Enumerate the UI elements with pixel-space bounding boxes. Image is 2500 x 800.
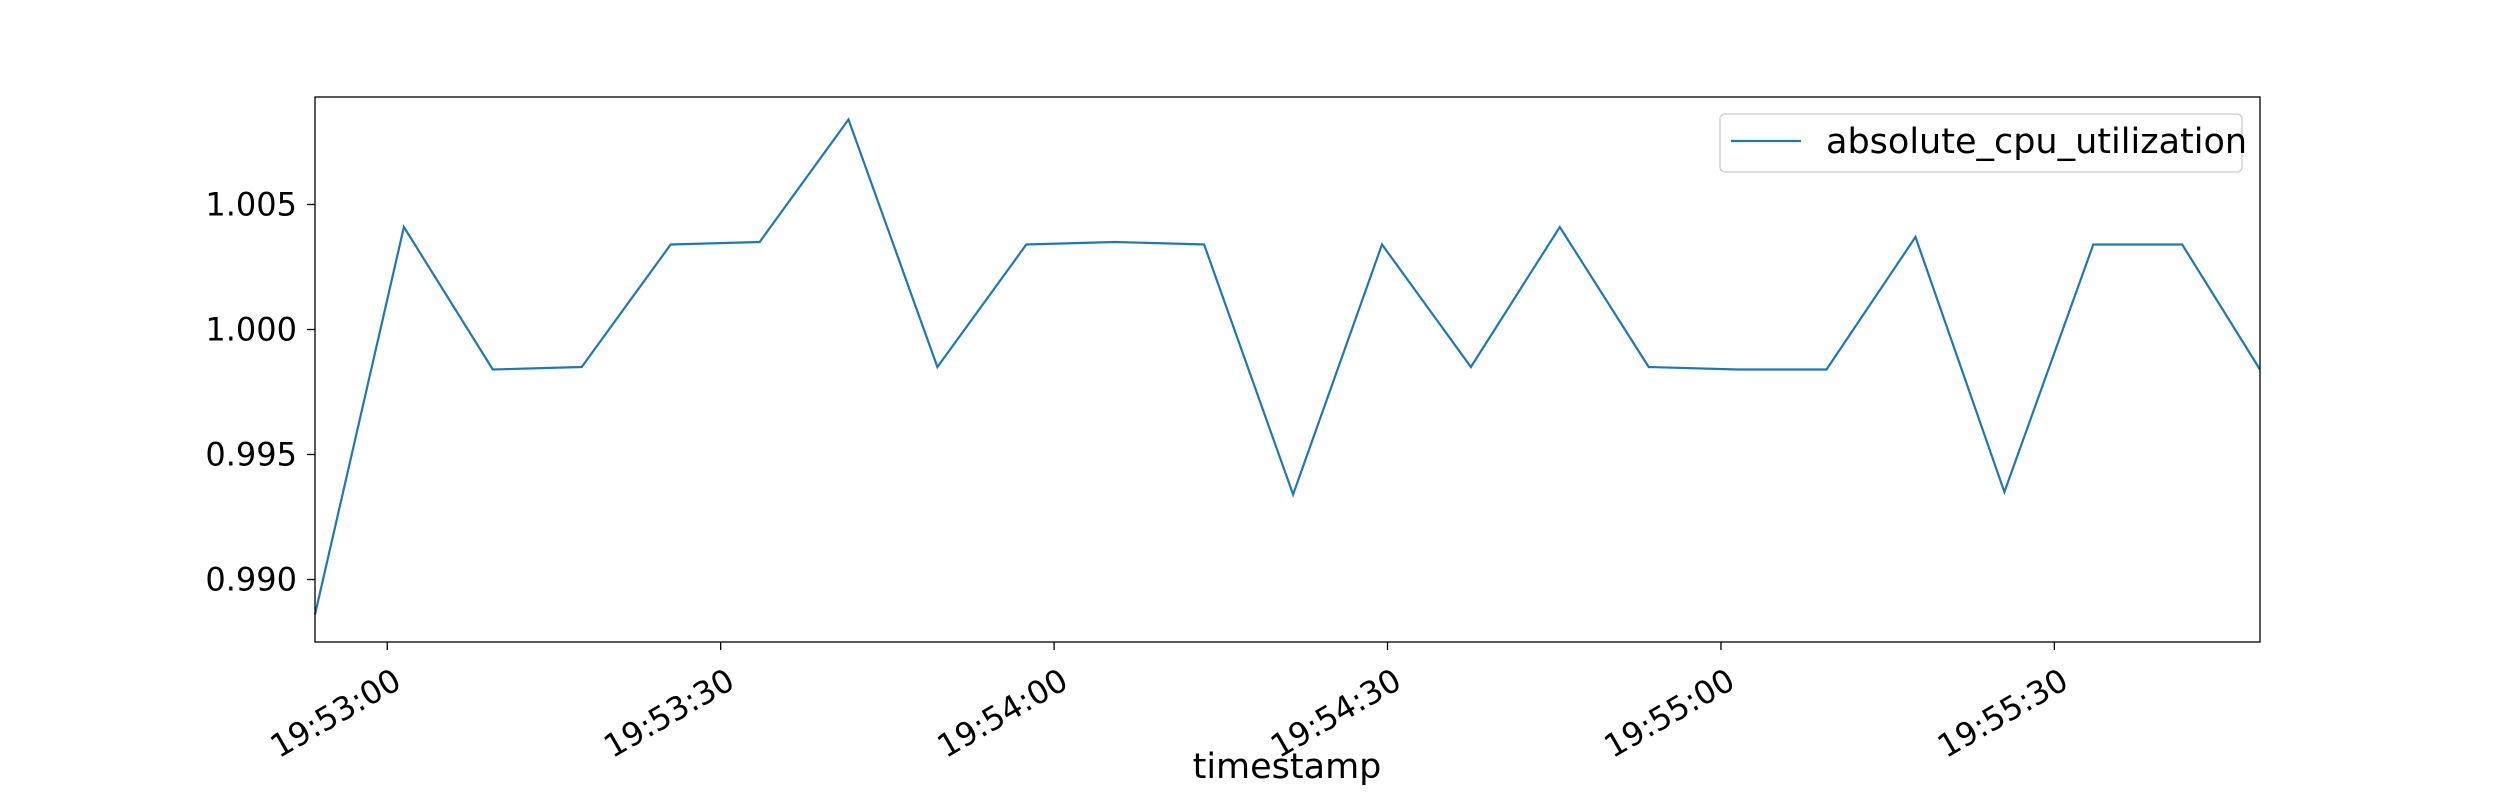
series-line-absolute-cpu-utilization [313,117,2261,615]
legend-box [1719,113,2243,173]
x-axis-title: timestamp [1193,747,1382,787]
legend-label: absolute_cpu_utilization [1826,122,2247,162]
legend: absolute_cpu_utilization [1719,113,2247,173]
y-tick-label: 1.000 [205,311,297,349]
y-tick-label: 0.990 [205,561,297,599]
plot-area [313,96,2261,643]
axes-frame [314,96,2261,643]
series-layer [313,117,2261,615]
y-axis: 0.990 0.995 1.000 1.005 [205,186,315,599]
y-tick-label: 1.005 [205,186,297,224]
y-tick-label: 0.995 [205,436,297,474]
